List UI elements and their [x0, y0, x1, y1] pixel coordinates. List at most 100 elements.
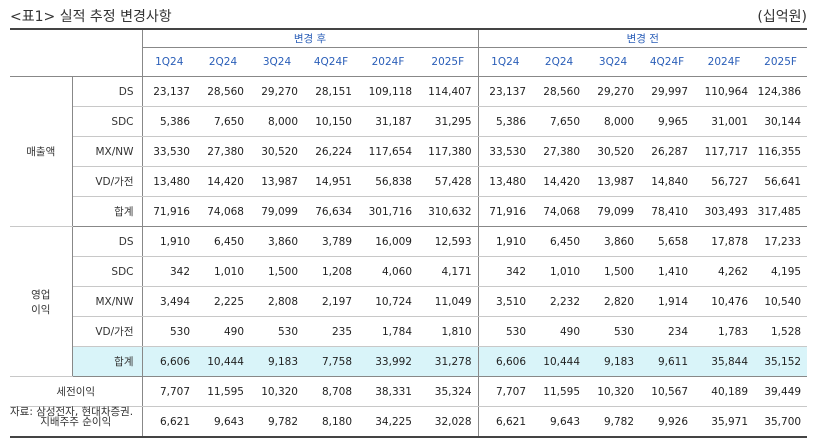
value-cell: 1,410	[640, 256, 695, 287]
value-cell: 8,000	[586, 106, 641, 137]
value-cell: 234	[640, 316, 695, 347]
value-cell: 490	[196, 316, 250, 347]
value-cell: 8,000	[250, 106, 304, 137]
value-cell: 4,262	[694, 256, 755, 287]
value-cell: 33,530	[142, 136, 196, 167]
table-row: 매출액 DS 23,137 28,560 29,270 28,151 109,118 114,…	[10, 76, 808, 227]
value-cell: 71,916	[477, 196, 533, 227]
value-cell: 56,838	[358, 166, 418, 197]
value-cell: 8,708	[304, 376, 358, 407]
value-cell: 30,520	[250, 136, 304, 167]
value-cell: 1,528	[754, 316, 808, 347]
value-cell: 6,450	[196, 226, 250, 257]
value-cell: 1,910	[142, 226, 196, 257]
period-header: 2Q24	[196, 47, 250, 77]
value-cell: 1,500	[586, 256, 641, 287]
row-label: SDC	[72, 106, 143, 137]
value-cell: 79,099	[250, 196, 304, 227]
value-cell: 10,320	[586, 376, 641, 407]
period-header: 4Q24F	[640, 47, 695, 77]
value-cell: 27,380	[532, 136, 587, 167]
period-header: 1Q24	[142, 47, 196, 77]
value-cell: 490	[532, 316, 587, 347]
header-before: 변경 전	[477, 28, 808, 48]
value-cell: 74,068	[196, 196, 250, 227]
value-cell: 78,410	[640, 196, 695, 227]
value-cell: 35,971	[694, 406, 755, 438]
row-label: DS	[72, 226, 143, 257]
row-label: DS	[72, 76, 143, 107]
period-header: 2024F	[358, 47, 418, 77]
value-cell: 17,233	[754, 226, 808, 257]
unit-label: (십억원)	[757, 9, 807, 25]
value-cell: 30,520	[586, 136, 641, 167]
period-header: 2Q24	[532, 47, 587, 77]
value-cell: 110,964	[694, 76, 755, 107]
value-cell: 31,001	[694, 106, 755, 137]
value-cell: 1,500	[250, 256, 304, 287]
value-cell: 1,208	[304, 256, 358, 287]
value-cell: 2,225	[196, 286, 250, 317]
value-cell: 117,380	[418, 136, 479, 167]
period-header: 3Q24	[250, 47, 304, 77]
value-cell: 16,009	[358, 226, 418, 257]
value-cell: 310,632	[418, 196, 479, 227]
table-row: 합계 6,606 10,444 9,183 7,758 33,992 31,278 6,606…	[10, 346, 808, 377]
period-header: 3Q24	[586, 47, 641, 77]
value-cell: 26,224	[304, 136, 358, 167]
value-cell: 39,449	[754, 376, 808, 407]
value-cell: 26,287	[640, 136, 695, 167]
value-cell: 1,784	[358, 316, 418, 347]
value-cell: 57,428	[418, 166, 479, 197]
value-cell: 28,560	[532, 76, 587, 107]
value-cell: 117,654	[358, 136, 418, 167]
corner-cell	[10, 28, 143, 77]
value-cell: 5,386	[142, 106, 196, 137]
value-cell: 2,808	[250, 286, 304, 317]
value-cell: 79,099	[586, 196, 641, 227]
value-cell: 28,151	[304, 76, 358, 107]
value-cell: 342	[477, 256, 533, 287]
period-header: 4Q24F	[304, 47, 358, 77]
value-cell: 530	[142, 316, 196, 347]
value-cell: 35,700	[754, 406, 808, 438]
value-cell: 56,641	[754, 166, 808, 197]
table-title: <표1> 실적 추정 변경사항	[10, 9, 172, 25]
value-cell: 3,494	[142, 286, 196, 317]
value-cell: 301,716	[358, 196, 418, 227]
value-cell: 31,187	[358, 106, 418, 137]
value-cell: 10,540	[754, 286, 808, 317]
value-cell: 10,567	[640, 376, 695, 407]
value-cell: 8,180	[304, 406, 358, 438]
value-cell: 124,386	[754, 76, 808, 107]
value-cell: 9,782	[250, 406, 304, 438]
section-label: 매출액	[10, 76, 73, 227]
value-cell: 11,595	[196, 376, 250, 407]
value-cell: 29,997	[640, 76, 695, 107]
section-label-line: 영업	[31, 288, 51, 301]
value-cell: 1,010	[532, 256, 587, 287]
value-cell: 13,480	[142, 166, 196, 197]
row-label: VD/가전	[72, 316, 143, 347]
value-cell: 6,450	[532, 226, 587, 257]
section-label: 영업 이익	[10, 226, 73, 377]
value-cell: 27,380	[196, 136, 250, 167]
value-cell: 3,860	[250, 226, 304, 257]
table-row: 영업 이익 DS 1,910 6,450 3,860 3,789 16,009 12,593 1,…	[10, 226, 808, 377]
value-cell: 1,910	[477, 226, 533, 257]
value-cell: 13,987	[250, 166, 304, 197]
value-cell: 56,727	[694, 166, 755, 197]
row-label: 합계	[72, 196, 143, 227]
value-cell: 14,840	[640, 166, 695, 197]
source-note: 자료: 삼성전자, 현대차증권.	[10, 406, 134, 418]
value-cell: 4,195	[754, 256, 808, 287]
value-cell: 114,407	[418, 76, 479, 107]
value-cell: 5,386	[477, 106, 533, 137]
value-cell: 2,820	[586, 286, 641, 317]
table-row: SDC 5,386 7,650 8,000 10,150 31,187 31,295 5,38…	[10, 106, 808, 137]
row-label: VD/가전	[72, 166, 143, 197]
value-cell: 30,144	[754, 106, 808, 137]
value-cell: 117,717	[694, 136, 755, 167]
header-after: 변경 후	[142, 28, 479, 48]
value-cell: 2,197	[304, 286, 358, 317]
